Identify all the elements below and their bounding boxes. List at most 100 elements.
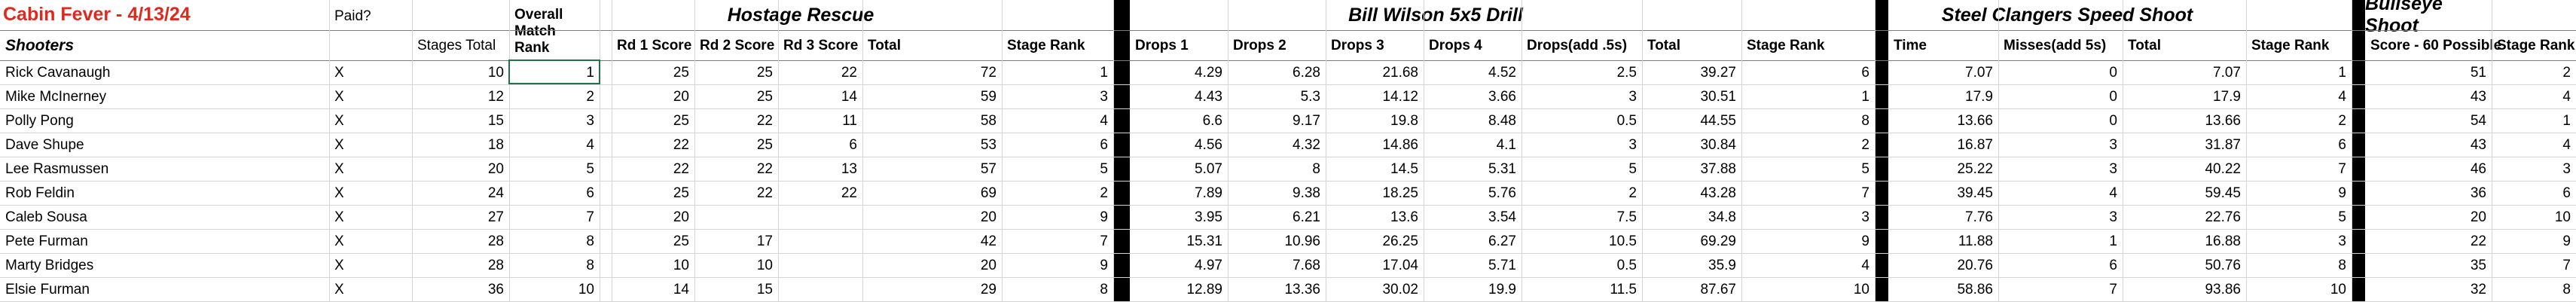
hr-rd3-cell: 6 <box>849 136 857 153</box>
hr-rd2-cell: 10 <box>756 257 773 273</box>
overall-rank-cell[interactable]: 3 <box>586 112 594 129</box>
bw-drops2-header: Drops 2 <box>1233 37 1286 53</box>
stages-total-cell: 12 <box>487 88 504 105</box>
hr-rd2-cell: 25 <box>756 88 773 105</box>
stages-total-cell: 28 <box>487 257 504 273</box>
sc-stage-rank-cell: 8 <box>2338 257 2346 273</box>
sc-stage-rank-cell: 10 <box>2330 281 2346 297</box>
hr-total-cell: 69 <box>980 185 997 201</box>
steel-clangers-title: Steel Clangers Speed Shoot <box>1941 4 2193 26</box>
hr-stage-rank-cell: 2 <box>1100 185 1108 201</box>
overall-rank-cell[interactable]: 1 <box>586 64 594 81</box>
sc-total-cell: 16.88 <box>2205 233 2241 249</box>
row-gridline <box>0 253 2576 254</box>
row-gridline <box>0 181 2576 182</box>
sc-misses-cell: 0 <box>2109 64 2117 81</box>
sc-time-cell: 7.07 <box>1965 64 1993 81</box>
paid-cell: X <box>334 233 344 249</box>
bs-score-cell: 20 <box>2470 209 2486 225</box>
bw-drops3-header: Drops 3 <box>1331 37 1384 53</box>
bw-drops3-cell: 14.5 <box>1390 160 1418 177</box>
paid-cell: X <box>334 160 344 177</box>
bw-drops1-cell: 7.89 <box>1195 185 1222 201</box>
paid-cell: X <box>334 281 344 297</box>
hr-rd1-cell: 25 <box>673 233 689 249</box>
bw-drops3-cell: 14.86 <box>1382 136 1418 153</box>
sc-misses-cell: 7 <box>2109 281 2117 297</box>
sc-total-cell: 7.07 <box>2213 64 2241 81</box>
overall-rank-cell[interactable]: 10 <box>578 281 594 297</box>
row-gridline <box>0 30 2576 31</box>
hr-rd2-cell: 22 <box>756 185 773 201</box>
overall-rank-cell[interactable]: 8 <box>586 257 594 273</box>
stages-total-cell: 28 <box>487 233 504 249</box>
shooters-header: Shooters <box>5 36 75 54</box>
sc-total-cell: 93.86 <box>2205 281 2241 297</box>
sc-stage-rank-cell: 6 <box>2338 136 2346 153</box>
sc-total-header: Total <box>2128 37 2161 53</box>
bw-stage-rank-cell: 10 <box>1853 281 1869 297</box>
bw-drops-add-cell: 3 <box>1628 136 1637 153</box>
hr-rd3-cell <box>778 205 862 229</box>
paid-cell: X <box>334 136 344 153</box>
row-gridline <box>0 60 2576 61</box>
bs-score-cell: 22 <box>2470 233 2486 249</box>
bw-drops4-cell: 4.1 <box>1496 136 1516 153</box>
overall-rank-cell[interactable]: 4 <box>586 136 594 153</box>
bw-total-cell: 35.9 <box>1708 257 1736 273</box>
bw-drops4-cell: 5.31 <box>1488 160 1516 177</box>
row-gridline <box>0 229 2576 230</box>
overall-rank-cell[interactable]: 6 <box>586 185 594 201</box>
bw-drops1-cell: 3.95 <box>1195 209 1222 225</box>
column-gridline <box>2246 0 2247 301</box>
bs-stage-rank-cell: 8 <box>2562 281 2571 297</box>
bw-total-cell: 69.29 <box>1700 233 1736 249</box>
bw-drops-add-cell: 0.5 <box>1616 112 1637 129</box>
hr-total-cell: 29 <box>980 281 997 297</box>
hr-total-cell: 20 <box>980 209 997 225</box>
column-gridline <box>778 0 779 301</box>
bw-drops3-cell: 21.68 <box>1382 64 1418 81</box>
hr-rd1-cell: 25 <box>673 112 689 129</box>
bs-stage-rank-cell: 4 <box>2562 88 2571 105</box>
overall-rank-cell[interactable]: 7 <box>586 209 594 225</box>
bw-total-cell: 30.51 <box>1700 88 1736 105</box>
sc-misses-cell: 1 <box>2109 233 2117 249</box>
hr-stage-rank-cell: 1 <box>1100 64 1108 81</box>
bs-stage-rank-cell: 6 <box>2562 185 2571 201</box>
bw-drops4-cell: 5.76 <box>1488 185 1516 201</box>
selected-cell-overall-rank[interactable] <box>508 59 600 84</box>
hr-rd3-cell <box>778 253 862 277</box>
sc-misses-cell: 3 <box>2109 136 2117 153</box>
column-gridline <box>1642 0 1643 301</box>
bw-drops1-cell: 4.43 <box>1195 88 1222 105</box>
hr-rd2-cell: 15 <box>756 281 773 297</box>
overall-rank-cell[interactable]: 5 <box>586 160 594 177</box>
sc-misses-cell: 3 <box>2109 209 2117 225</box>
overall-rank-header: Overall Match Rank <box>514 7 563 56</box>
bw-drops2-cell: 9.17 <box>1293 112 1320 129</box>
bs-score-cell: 32 <box>2470 281 2486 297</box>
bw-drops1-cell: 4.29 <box>1195 64 1222 81</box>
overall-rank-cell[interactable]: 2 <box>586 88 594 105</box>
sc-time-cell: 20.76 <box>1957 257 1993 273</box>
overall-rank-cell[interactable]: 8 <box>586 233 594 249</box>
bw-stage-rank-cell: 9 <box>1861 233 1869 249</box>
hr-rd3-cell: 11 <box>842 112 857 129</box>
bw-drops1-header: Drops 1 <box>1135 37 1189 53</box>
hr-total-cell: 58 <box>980 112 997 129</box>
hr-rd1-cell: 14 <box>673 281 689 297</box>
sc-misses-header: Misses(add 5s) <box>2004 37 2107 53</box>
row-gridline <box>0 205 2576 206</box>
bw-drops-add-cell: 3 <box>1628 88 1637 105</box>
bw-drops-add-cell: 7.5 <box>1616 209 1637 225</box>
bs-stage-rank-header: Stage Rank <box>2497 37 2575 53</box>
bw-total-cell: 44.55 <box>1700 112 1736 129</box>
bw-drops2-cell: 6.21 <box>1293 209 1320 225</box>
sc-total-cell: 13.66 <box>2205 112 2241 129</box>
sc-total-cell: 22.76 <box>2205 209 2241 225</box>
bullseye-title: Bullseye Shoot <box>2365 0 2443 36</box>
paid-header: Paid? <box>334 8 371 24</box>
hr-rd3-header: Rd 3 Score <box>783 37 859 53</box>
bw-drops3-cell: 26.25 <box>1382 233 1418 249</box>
